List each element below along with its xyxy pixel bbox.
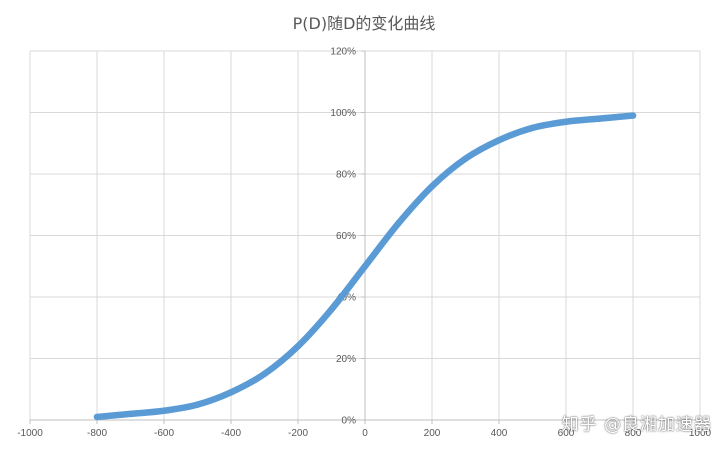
y-tick-label: 120% [330, 47, 356, 58]
x-tick-label: 200 [424, 428, 441, 439]
y-tick-label: 0% [342, 416, 357, 427]
x-tick-labels: -1000 -800 -600 -400 -200 0 200 400 600 800 1000 [17, 428, 711, 439]
y-tick-label: 40% [336, 293, 356, 304]
x-tick-label: 400 [491, 428, 508, 439]
x-tick-label: 1000 [689, 428, 712, 439]
chart-title: P(D)随D的变化曲线 [293, 14, 436, 33]
x-tick-label: 600 [558, 428, 575, 439]
y-tick-label: 20% [336, 354, 356, 365]
x-tick-label: -800 [87, 428, 107, 439]
x-tick-label: 0 [362, 428, 368, 439]
data-point [194, 401, 201, 408]
watermark: 知乎 @良湘加速器 [561, 415, 712, 435]
data-point [127, 410, 134, 418]
axes [29, 50, 701, 424]
data-point [395, 220, 402, 227]
data-point [93, 413, 101, 421]
data-point [361, 263, 369, 270]
y-tick-label: 80% [336, 170, 356, 181]
data-point [495, 136, 503, 144]
y-tick-labels: 0% 20% 40% 60% 80% 100% 120% [330, 47, 356, 427]
data-point [261, 370, 268, 378]
x-tick-label: 800 [625, 428, 642, 439]
data-point [428, 183, 436, 190]
y-tick-label: 100% [330, 108, 356, 119]
x-tick-label: -600 [154, 428, 174, 439]
data-point [227, 389, 235, 396]
data-point [294, 343, 302, 350]
series-layer [93, 112, 637, 421]
data-point [462, 155, 469, 162]
data-point [529, 124, 536, 132]
data-point [596, 115, 603, 122]
y-tick-label: 60% [336, 231, 356, 242]
data-point [562, 118, 570, 125]
data-point [160, 407, 168, 414]
x-tick-label: -1000 [17, 428, 43, 439]
x-tick-label: -200 [288, 428, 308, 439]
data-point [328, 306, 335, 313]
x-tick-label: -400 [221, 428, 241, 439]
data-point [629, 112, 637, 119]
